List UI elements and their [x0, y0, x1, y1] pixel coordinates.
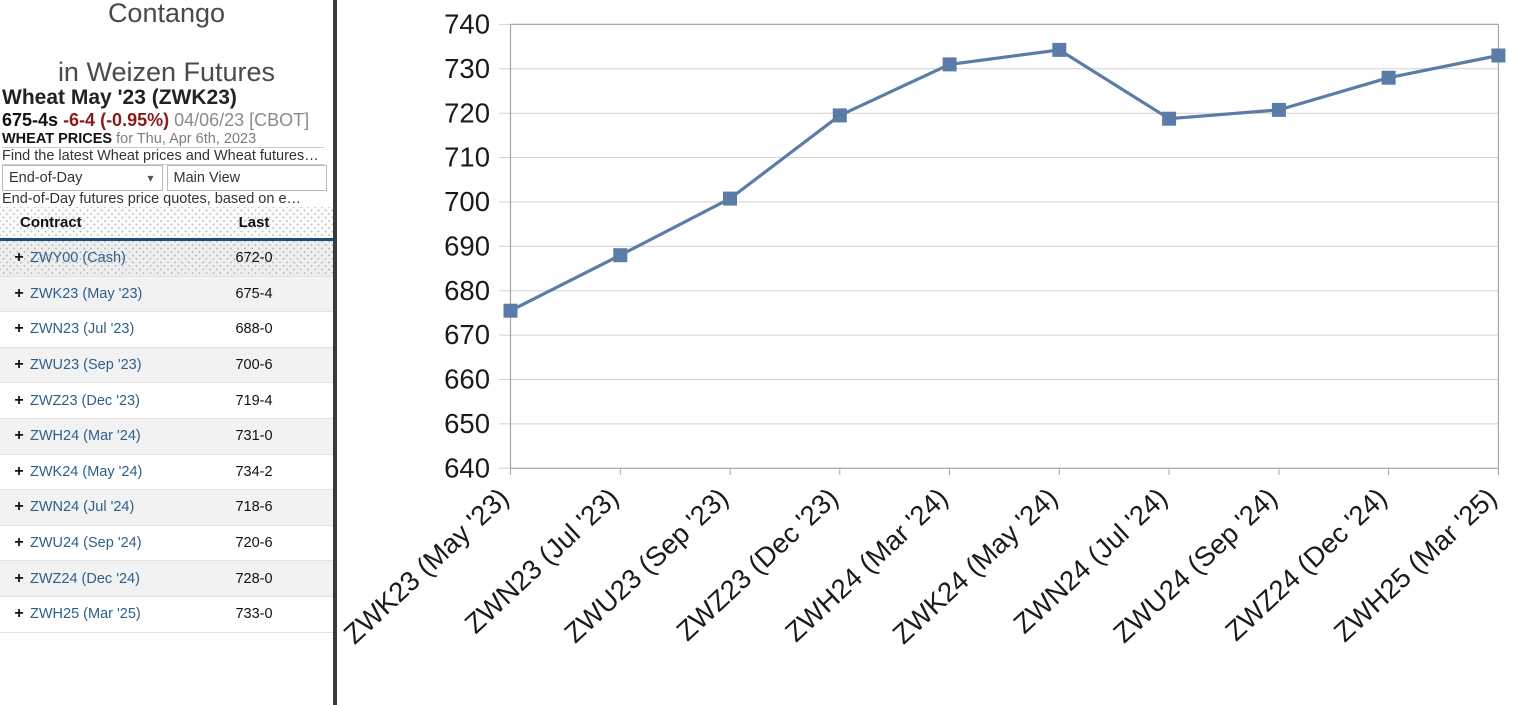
svg-text:690: 690: [444, 230, 490, 261]
svg-text:710: 710: [444, 142, 490, 173]
svg-text:700: 700: [444, 186, 490, 217]
svg-text:740: 740: [444, 9, 490, 40]
svg-text:730: 730: [444, 53, 490, 84]
svg-text:660: 660: [444, 364, 490, 395]
svg-text:640: 640: [444, 452, 490, 483]
svg-text:680: 680: [444, 275, 490, 306]
svg-text:670: 670: [444, 319, 490, 350]
svg-text:720: 720: [444, 97, 490, 128]
svg-text:650: 650: [444, 408, 490, 439]
